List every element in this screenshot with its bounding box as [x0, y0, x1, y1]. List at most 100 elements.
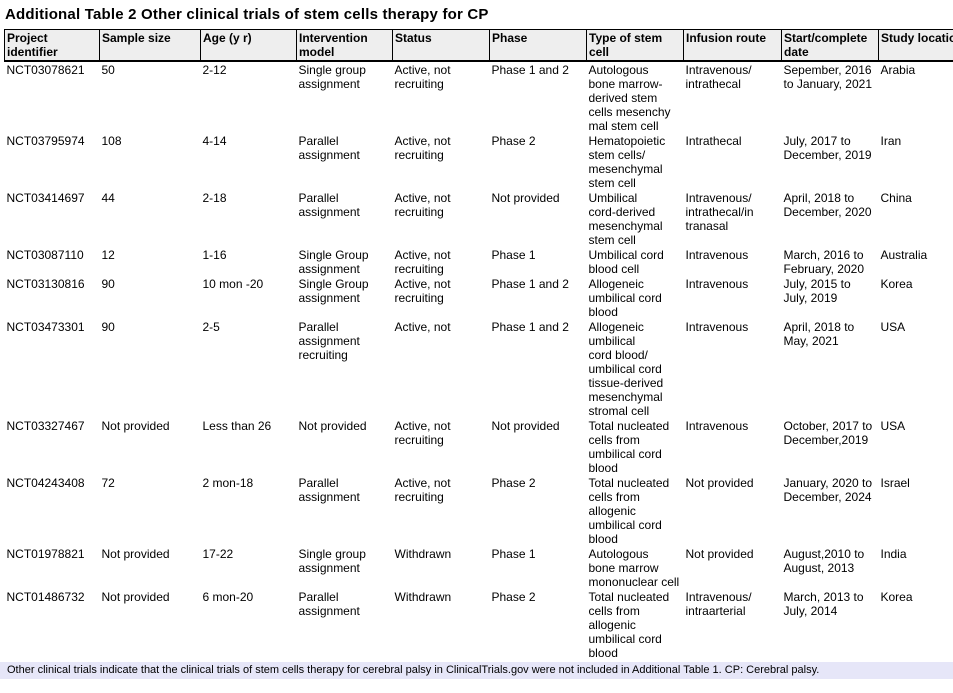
cell-study_location: China	[880, 191, 912, 205]
table-row: NCT03795974 108 4-14 Parallel assignment Act…	[5, 133, 953, 190]
cell-start_complete_date: March, 2013 to July, 2014	[783, 590, 864, 618]
cell-status: Active, not recruiting	[394, 134, 451, 162]
cell-start_complete_date: March, 2016 to February, 2020	[783, 248, 865, 276]
cell-age_yr: 2-5	[202, 320, 220, 334]
cell-start_complete_date: Sepember, 2016 to January, 2021	[783, 63, 873, 91]
cell-infusion_route: Intravenous/ intrathecal/in tranasal	[685, 191, 754, 233]
cell-sample_size: Not provided	[101, 547, 170, 561]
cell-start_complete_date: October, 2017 to December,2019	[783, 419, 873, 447]
cell-phase: Phase 1	[491, 248, 536, 262]
table-row: NCT03414697 44 2-18 Parallel assignment Acti…	[5, 190, 953, 247]
cell-type_of_stem_cell: Autologous bone marrow mononuclear cell	[588, 547, 680, 589]
column-header-start_complete_date: Start/complete date	[781, 29, 879, 62]
cell-status: Active, not recruiting	[394, 63, 451, 91]
column-header-status: Status	[392, 29, 490, 62]
cell-age_yr: 2-12	[202, 63, 227, 77]
cell-start_complete_date: January, 2020 to December, 2024	[783, 476, 873, 504]
cell-intervention_model: Single group assignment	[298, 63, 366, 91]
cell-sample_size: Not provided	[101, 590, 170, 604]
cell-project_identifier: NCT03087110	[6, 248, 84, 262]
cell-type_of_stem_cell: Total nucleated cells from allogenic umb…	[588, 590, 670, 660]
cell-infusion_route: Intravenous/ intraarterial	[685, 590, 752, 618]
cell-type_of_stem_cell: Total nucleated cells from umbilical cor…	[588, 419, 670, 475]
cell-phase: Phase 1 and 2	[491, 277, 569, 291]
cell-infusion_route: Not provided	[685, 547, 754, 561]
cell-infusion_route: Intravenous	[685, 248, 749, 262]
column-header-phase: Phase	[489, 29, 587, 62]
cell-sample_size: Not provided	[101, 419, 170, 433]
cell-project_identifier: NCT03130816	[6, 277, 85, 291]
cell-sample_size: 50	[101, 63, 115, 77]
cell-intervention_model: Single group assignment	[298, 547, 366, 575]
cell-study_location: India	[880, 547, 907, 561]
cell-sample_size: 108	[101, 134, 122, 148]
cell-intervention_model: Parallel assignment	[298, 590, 360, 618]
cell-type_of_stem_cell: Total nucleated cells from allogenic umb…	[588, 476, 670, 546]
cell-status: Active, not recruiting	[394, 476, 451, 504]
table-row: NCT01978821 Not provided 17-22 Single group…	[5, 546, 953, 589]
cell-sample_size: 90	[101, 277, 115, 291]
cell-phase: Not provided	[491, 419, 560, 433]
cell-project_identifier: NCT03078621	[6, 63, 85, 77]
cell-start_complete_date: April, 2018 to May, 2021	[783, 320, 855, 348]
cell-type_of_stem_cell: Umbilical cord blood cell	[588, 248, 664, 276]
cell-intervention_model: Parallel assignment	[298, 134, 360, 162]
cell-age_yr: 4-14	[202, 134, 227, 148]
cell-type_of_stem_cell: Umbilical cord-derived mesenchymal stem …	[588, 191, 663, 247]
cell-project_identifier: NCT04243408	[6, 476, 85, 490]
cell-type_of_stem_cell: Allogeneic umbilical cord blood/ umbilic…	[588, 320, 664, 418]
column-header-intervention_model: Intervention model	[296, 29, 393, 62]
cell-type_of_stem_cell: Hematopoietic stem cells/ mesenchymal st…	[588, 134, 666, 190]
cell-project_identifier: NCT01978821	[6, 547, 85, 561]
cell-status: Active, not recruiting	[394, 277, 451, 305]
cell-type_of_stem_cell: Autologous bone marrow- derived stem cel…	[588, 63, 671, 133]
cell-age_yr: 1-16	[202, 248, 227, 262]
cell-status: Withdrawn	[394, 547, 452, 561]
cell-sample_size: 12	[101, 248, 115, 262]
cell-project_identifier: NCT03473301	[6, 320, 85, 334]
cell-study_location: Korea	[880, 277, 913, 291]
table-row: NCT03130816 90 10 mon -20 Single Group assi…	[5, 276, 953, 319]
cell-study_location: Israel	[880, 476, 910, 490]
table-row: NCT03473301 90 2-5 Parallel assignment recr…	[5, 319, 953, 418]
cell-phase: Phase 1 and 2	[491, 320, 569, 334]
cell-age_yr: 2 mon-18	[202, 476, 254, 490]
table-header: Project identifier Sample size Age (y r) In…	[4, 29, 953, 62]
cell-age_yr: 2-18	[202, 191, 227, 205]
cell-sample_size: 90	[101, 320, 115, 334]
column-header-project_identifier: Project identifier	[4, 29, 100, 62]
cell-intervention_model: Parallel assignment	[298, 476, 360, 504]
cell-study_location: USA	[880, 320, 906, 334]
cell-status: Withdrawn	[394, 590, 452, 604]
cell-study_location: Australia	[880, 248, 928, 262]
table-header-row: Project identifier Sample size Age (y r) In…	[4, 29, 953, 62]
cell-infusion_route: Intravenous	[685, 277, 749, 291]
cell-intervention_model: Single Group assignment	[298, 277, 369, 305]
cell-start_complete_date: July, 2015 to July, 2019	[783, 277, 851, 305]
cell-sample_size: 72	[101, 476, 115, 490]
cell-start_complete_date: August,2010 to August, 2013	[783, 547, 865, 575]
table-row: NCT01486732 Not provided 6 mon-20 Parallel …	[5, 589, 953, 660]
column-header-study_location: Study location	[878, 29, 953, 62]
cell-age_yr: 17-22	[202, 547, 234, 561]
cell-phase: Phase 1 and 2	[491, 63, 569, 77]
cell-intervention_model: Single Group assignment	[298, 248, 369, 276]
cell-intervention_model: Not provided	[298, 419, 367, 433]
cell-start_complete_date: July, 2017 to December, 2019	[783, 134, 872, 162]
table-row: NCT03087110 12 1-16 Single Group assignment…	[5, 247, 953, 276]
cell-phase: Phase 1	[491, 547, 536, 561]
column-header-age_yr: Age (y r)	[200, 29, 297, 62]
cell-phase: Phase 2	[491, 590, 536, 604]
cell-study_location: USA	[880, 419, 906, 433]
cell-infusion_route: Intravenous	[685, 320, 749, 334]
cell-infusion_route: Intravenous/ intrathecal	[685, 63, 752, 91]
cell-phase: Phase 2	[491, 476, 536, 490]
table-row: NCT03327467 Not provided Less than 26 Not p…	[5, 418, 953, 475]
cell-study_location: Korea	[880, 590, 913, 604]
cell-project_identifier: NCT01486732	[6, 590, 85, 604]
cell-status: Active, not recruiting	[394, 191, 451, 219]
cell-status: Active, not recruiting	[394, 248, 451, 276]
column-header-type_of_stem_cell: Type of stem cell	[586, 29, 684, 62]
cell-type_of_stem_cell: Allogeneic umbilical cord blood	[588, 277, 662, 319]
